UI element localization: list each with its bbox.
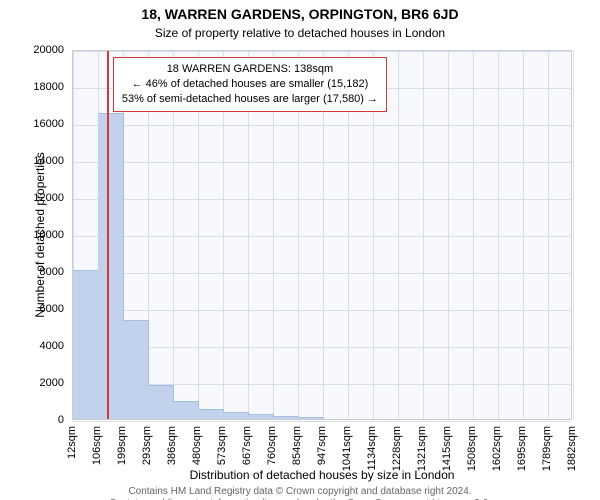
x-tick-label: 1508sqm [466, 426, 478, 471]
y-tick-label: 18000 [4, 81, 64, 93]
footer-line1: Contains HM Land Registry data © Crown c… [128, 486, 471, 497]
x-tick-label: 1228sqm [391, 426, 403, 471]
annotation-line: 53% of semi-detached houses are larger (… [122, 92, 378, 107]
plot-area-wrap: 18 WARREN GARDENS: 138sqm← 46% of detach… [72, 50, 572, 420]
x-tick-label: 199sqm [116, 426, 128, 465]
gridline-v [548, 51, 549, 419]
x-tick-label: 1321sqm [416, 426, 428, 471]
gridline-v [573, 51, 574, 419]
y-tick-label: 14000 [4, 155, 64, 167]
gridline-v [498, 51, 499, 419]
histogram-bar [148, 385, 174, 419]
x-tick-label: 947sqm [316, 426, 328, 465]
y-tick-label: 0 [4, 414, 64, 426]
x-tick-label: 573sqm [216, 426, 228, 465]
gridline-v [523, 51, 524, 419]
x-tick-label: 1041sqm [341, 426, 353, 471]
annotation-line: ← 46% of detached houses are smaller (15… [122, 77, 378, 92]
x-tick-label: 12sqm [66, 426, 78, 459]
x-tick-label: 1789sqm [541, 426, 553, 471]
histogram-bar [298, 417, 324, 419]
x-tick-label: 1134sqm [366, 426, 378, 470]
marker-line [107, 51, 109, 419]
y-tick-label: 8000 [4, 266, 64, 278]
plot-area: 18 WARREN GARDENS: 138sqm← 46% of detach… [72, 50, 572, 420]
y-tick-label: 10000 [4, 229, 64, 241]
gridline-v [473, 51, 474, 419]
annotation-box: 18 WARREN GARDENS: 138sqm← 46% of detach… [113, 57, 387, 112]
gridline-v [448, 51, 449, 419]
x-tick-label: 480sqm [191, 426, 203, 465]
histogram-bar [123, 320, 149, 419]
x-tick-label: 760sqm [266, 426, 278, 465]
annotation-line: 18 WARREN GARDENS: 138sqm [122, 62, 378, 77]
page-title: 18, WARREN GARDENS, ORPINGTON, BR6 6JD [0, 6, 600, 22]
chart-container: 18, WARREN GARDENS, ORPINGTON, BR6 6JD S… [0, 0, 600, 500]
x-tick-label: 1415sqm [441, 426, 453, 471]
x-tick-label: 1695sqm [516, 426, 528, 471]
y-tick-label: 4000 [4, 340, 64, 352]
gridline-v [423, 51, 424, 419]
histogram-bar [73, 270, 99, 419]
y-tick-label: 6000 [4, 303, 64, 315]
y-tick-label: 16000 [4, 118, 64, 130]
x-tick-label: 1602sqm [491, 426, 503, 471]
x-tick-label: 1882sqm [566, 426, 578, 471]
page-subtitle: Size of property relative to detached ho… [0, 26, 600, 40]
x-tick-label: 106sqm [91, 426, 103, 465]
x-tick-label: 854sqm [291, 426, 303, 465]
x-axis-label: Distribution of detached houses by size … [72, 468, 572, 482]
y-tick-label: 20000 [4, 44, 64, 56]
y-tick-label: 12000 [4, 192, 64, 204]
gridline-h [73, 421, 571, 422]
histogram-bar [198, 409, 224, 419]
histogram-bar [248, 414, 274, 419]
footer-attribution: Contains HM Land Registry data © Crown c… [0, 486, 600, 500]
gridline-v [398, 51, 399, 419]
x-tick-label: 386sqm [166, 426, 178, 465]
x-tick-label: 667sqm [241, 426, 253, 465]
y-tick-label: 2000 [4, 377, 64, 389]
histogram-bar [273, 416, 299, 419]
histogram-bar [173, 401, 199, 419]
histogram-bar [98, 113, 124, 419]
x-tick-label: 293sqm [141, 426, 153, 465]
histogram-bar [223, 412, 249, 419]
